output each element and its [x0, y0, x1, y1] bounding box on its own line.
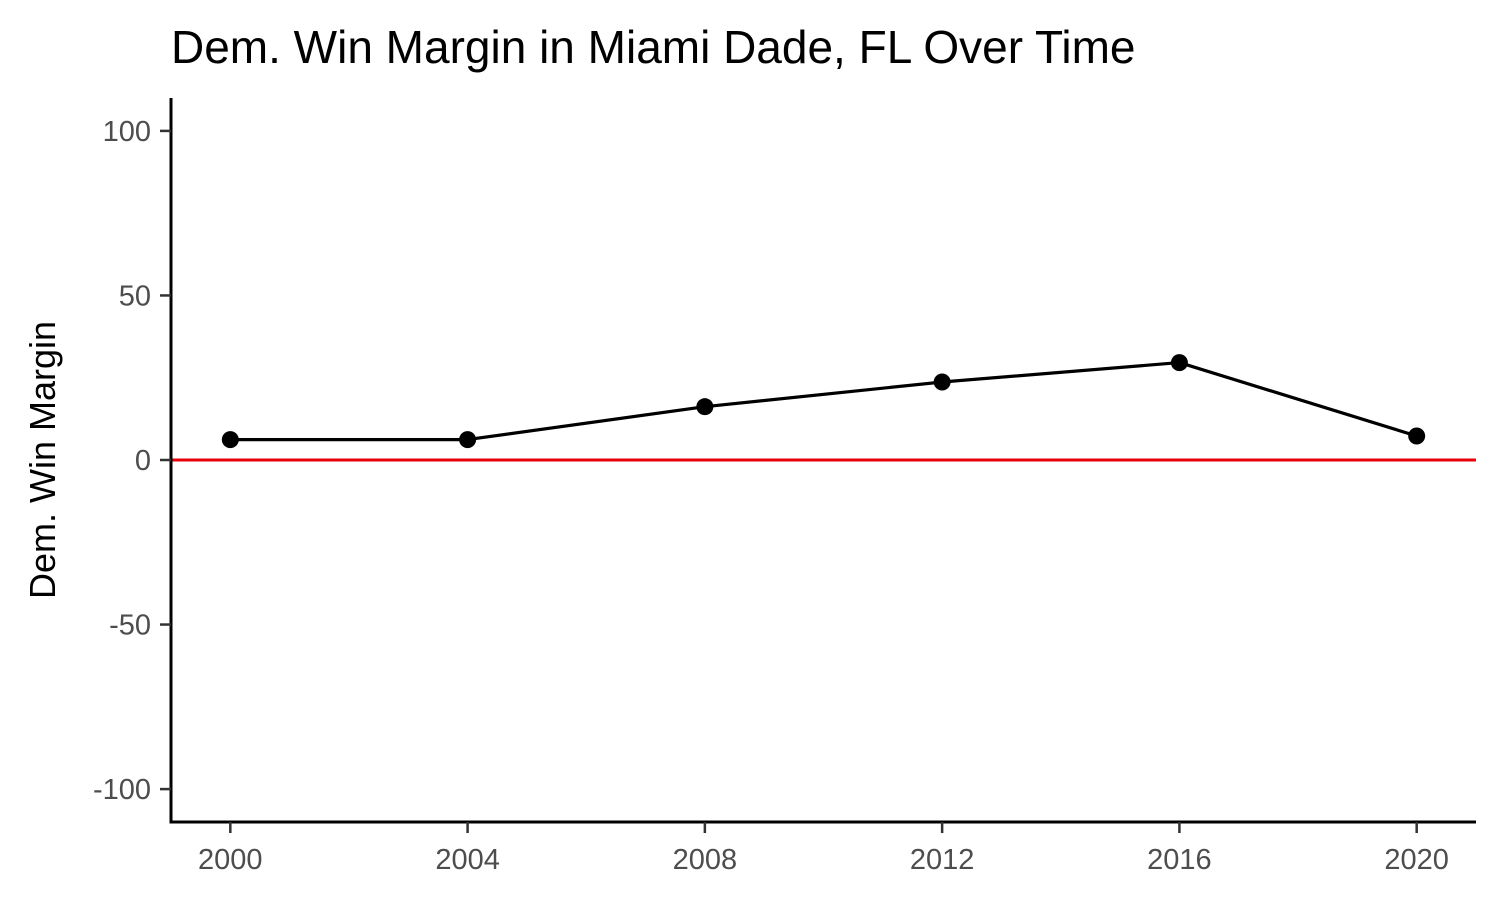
y-tick-label: -100 — [93, 774, 151, 806]
y-tick-label: 100 — [103, 116, 151, 148]
data-point-2016 — [1170, 354, 1188, 372]
x-tick-label: 2016 — [1147, 844, 1212, 876]
y-tick-label: -50 — [109, 610, 151, 642]
chart-title: Dem. Win Margin in Miami Dade, FL Over T… — [171, 21, 1136, 73]
data-point-2012 — [933, 373, 951, 391]
y-axis-label: Dem. Win Margin — [22, 321, 63, 599]
data-point-2020 — [1408, 427, 1426, 445]
data-point-2008 — [696, 398, 714, 416]
series-layer — [221, 354, 1426, 449]
x-tick-label: 2012 — [910, 844, 975, 876]
x-tick-label: 2008 — [673, 844, 738, 876]
axes-layer: -100 -50 0 50 100 2000 2004 2008 2012 2016 2020 — [93, 98, 1476, 876]
x-tick-label: 2004 — [435, 844, 500, 876]
y-tick-label: 0 — [135, 445, 151, 477]
data-point-2004 — [459, 431, 477, 449]
series-line — [230, 360, 1418, 442]
data-point-2000 — [221, 431, 239, 449]
x-tick-label: 2020 — [1384, 844, 1449, 876]
y-tick-label: 50 — [119, 280, 151, 312]
x-tick-label: 2000 — [198, 844, 263, 876]
